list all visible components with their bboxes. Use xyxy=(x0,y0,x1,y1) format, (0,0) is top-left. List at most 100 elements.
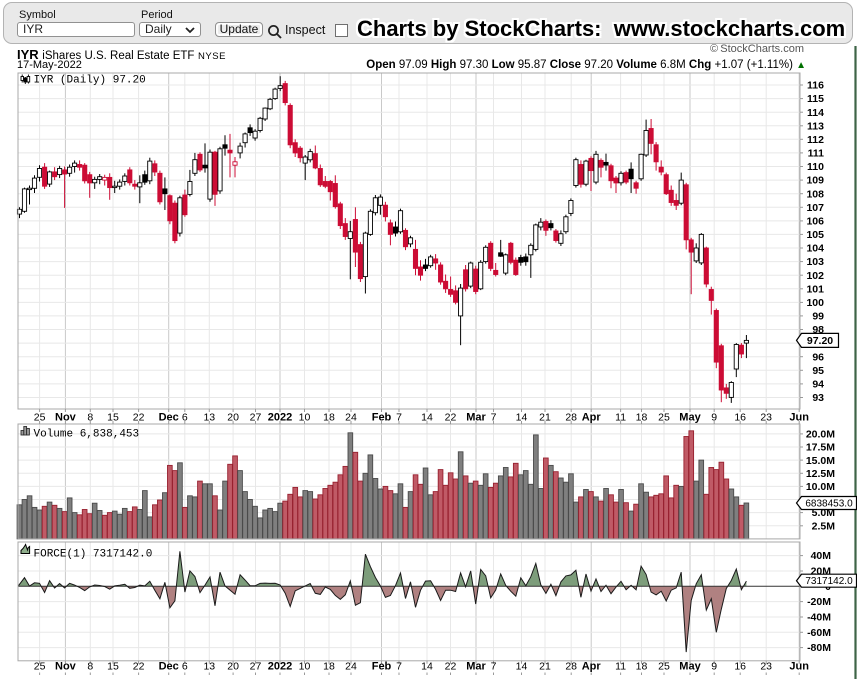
svg-text:25: 25 xyxy=(34,661,46,673)
svg-text:23: 23 xyxy=(760,412,772,424)
svg-text:2022: 2022 xyxy=(268,661,292,673)
svg-text:108: 108 xyxy=(806,188,824,200)
svg-text:May: May xyxy=(679,412,701,424)
svg-text:95: 95 xyxy=(812,365,824,377)
svg-text:18: 18 xyxy=(323,661,335,673)
svg-text:7317142.0: 7317142.0 xyxy=(805,576,853,587)
svg-text:14: 14 xyxy=(421,412,433,424)
svg-text:Dec: Dec xyxy=(159,412,179,424)
svg-text:28: 28 xyxy=(565,412,577,424)
svg-text:18: 18 xyxy=(636,412,648,424)
svg-text:8: 8 xyxy=(87,661,93,673)
svg-text:Volume 6,838,453: Volume 6,838,453 xyxy=(34,429,140,441)
svg-text:7: 7 xyxy=(491,661,497,673)
svg-text:Mar: Mar xyxy=(466,412,486,424)
svg-text:2022: 2022 xyxy=(268,412,292,424)
svg-text:14: 14 xyxy=(421,661,433,673)
svg-text:112: 112 xyxy=(807,134,824,146)
svg-text:6: 6 xyxy=(182,661,188,673)
svg-text:18: 18 xyxy=(323,412,335,424)
svg-text:15: 15 xyxy=(107,412,119,424)
svg-text:106: 106 xyxy=(806,216,824,228)
svg-text:20: 20 xyxy=(227,661,239,673)
svg-text:40M: 40M xyxy=(811,550,832,562)
svg-text:109: 109 xyxy=(806,175,824,187)
svg-text:May: May xyxy=(679,661,701,673)
svg-text:11: 11 xyxy=(615,661,626,673)
svg-text:10: 10 xyxy=(299,661,311,673)
svg-text:114: 114 xyxy=(807,107,824,119)
svg-text:Nov: Nov xyxy=(55,412,77,424)
svg-text:18: 18 xyxy=(636,661,648,673)
svg-text:104: 104 xyxy=(806,243,824,255)
svg-text:9: 9 xyxy=(711,412,717,424)
svg-text:-60M: -60M xyxy=(807,627,831,639)
svg-text:96: 96 xyxy=(812,351,824,363)
svg-text:27: 27 xyxy=(250,661,262,673)
svg-text:100: 100 xyxy=(806,297,824,309)
svg-text:103: 103 xyxy=(806,256,824,268)
svg-text:15: 15 xyxy=(107,661,119,673)
svg-text:8: 8 xyxy=(87,412,93,424)
svg-text:7: 7 xyxy=(396,661,402,673)
svg-text:12.5M: 12.5M xyxy=(806,468,835,480)
svg-text:105: 105 xyxy=(806,229,824,241)
svg-text:20.0M: 20.0M xyxy=(806,429,835,441)
svg-text:Feb: Feb xyxy=(372,661,392,673)
svg-text:98: 98 xyxy=(812,324,824,336)
svg-text:22: 22 xyxy=(133,661,145,673)
svg-text:110: 110 xyxy=(807,161,824,173)
svg-text:24: 24 xyxy=(345,661,357,673)
svg-text:20: 20 xyxy=(227,412,239,424)
svg-text:14: 14 xyxy=(516,661,528,673)
svg-text:17.5M: 17.5M xyxy=(806,442,835,454)
svg-text:21: 21 xyxy=(539,661,551,673)
svg-text:6: 6 xyxy=(182,412,188,424)
svg-text:Dec: Dec xyxy=(159,661,179,673)
svg-text:-20M: -20M xyxy=(807,596,831,608)
svg-text:111: 111 xyxy=(808,148,825,160)
svg-text:16: 16 xyxy=(734,412,746,424)
svg-text:107: 107 xyxy=(806,202,824,214)
svg-text:Nov: Nov xyxy=(55,661,77,673)
svg-text:-80M: -80M xyxy=(807,642,831,654)
svg-text:28: 28 xyxy=(565,661,577,673)
svg-text:Apr: Apr xyxy=(582,412,602,424)
svg-text:16: 16 xyxy=(734,661,746,673)
svg-text:97.20: 97.20 xyxy=(807,335,833,347)
svg-text:102: 102 xyxy=(806,270,824,282)
svg-text:Jun: Jun xyxy=(789,661,809,673)
svg-text:22: 22 xyxy=(445,661,457,673)
svg-text:Apr: Apr xyxy=(582,661,602,673)
svg-text:22: 22 xyxy=(445,412,457,424)
svg-text:21: 21 xyxy=(539,412,551,424)
svg-text:Mar: Mar xyxy=(466,661,486,673)
svg-text:10: 10 xyxy=(299,412,311,424)
svg-text:116: 116 xyxy=(807,80,824,92)
svg-text:24: 24 xyxy=(345,412,357,424)
svg-text:113: 113 xyxy=(807,120,824,132)
svg-text:IYR (Daily) 97.20: IYR (Daily) 97.20 xyxy=(34,75,146,87)
svg-text:7: 7 xyxy=(396,412,402,424)
svg-text:93: 93 xyxy=(812,392,824,404)
svg-text:15.0M: 15.0M xyxy=(806,455,835,467)
svg-text:25: 25 xyxy=(658,661,670,673)
svg-text:-40M: -40M xyxy=(807,612,831,624)
svg-text:99: 99 xyxy=(812,311,824,323)
svg-text:25: 25 xyxy=(658,412,670,424)
svg-text:25: 25 xyxy=(34,412,46,424)
svg-text:6838453.0: 6838453.0 xyxy=(805,498,853,509)
svg-text:7: 7 xyxy=(491,412,497,424)
svg-text:22: 22 xyxy=(133,412,145,424)
svg-text:27: 27 xyxy=(250,412,262,424)
svg-text:101: 101 xyxy=(806,283,824,295)
svg-text:5.0M: 5.0M xyxy=(812,507,836,519)
svg-text:2.5M: 2.5M xyxy=(812,520,836,532)
svg-text:Feb: Feb xyxy=(372,412,392,424)
svg-text:Jun: Jun xyxy=(789,412,809,424)
svg-text:14: 14 xyxy=(516,412,528,424)
svg-text:9: 9 xyxy=(711,661,717,673)
svg-text:13: 13 xyxy=(203,412,215,424)
svg-text:13: 13 xyxy=(203,661,215,673)
svg-text:94: 94 xyxy=(812,379,824,391)
